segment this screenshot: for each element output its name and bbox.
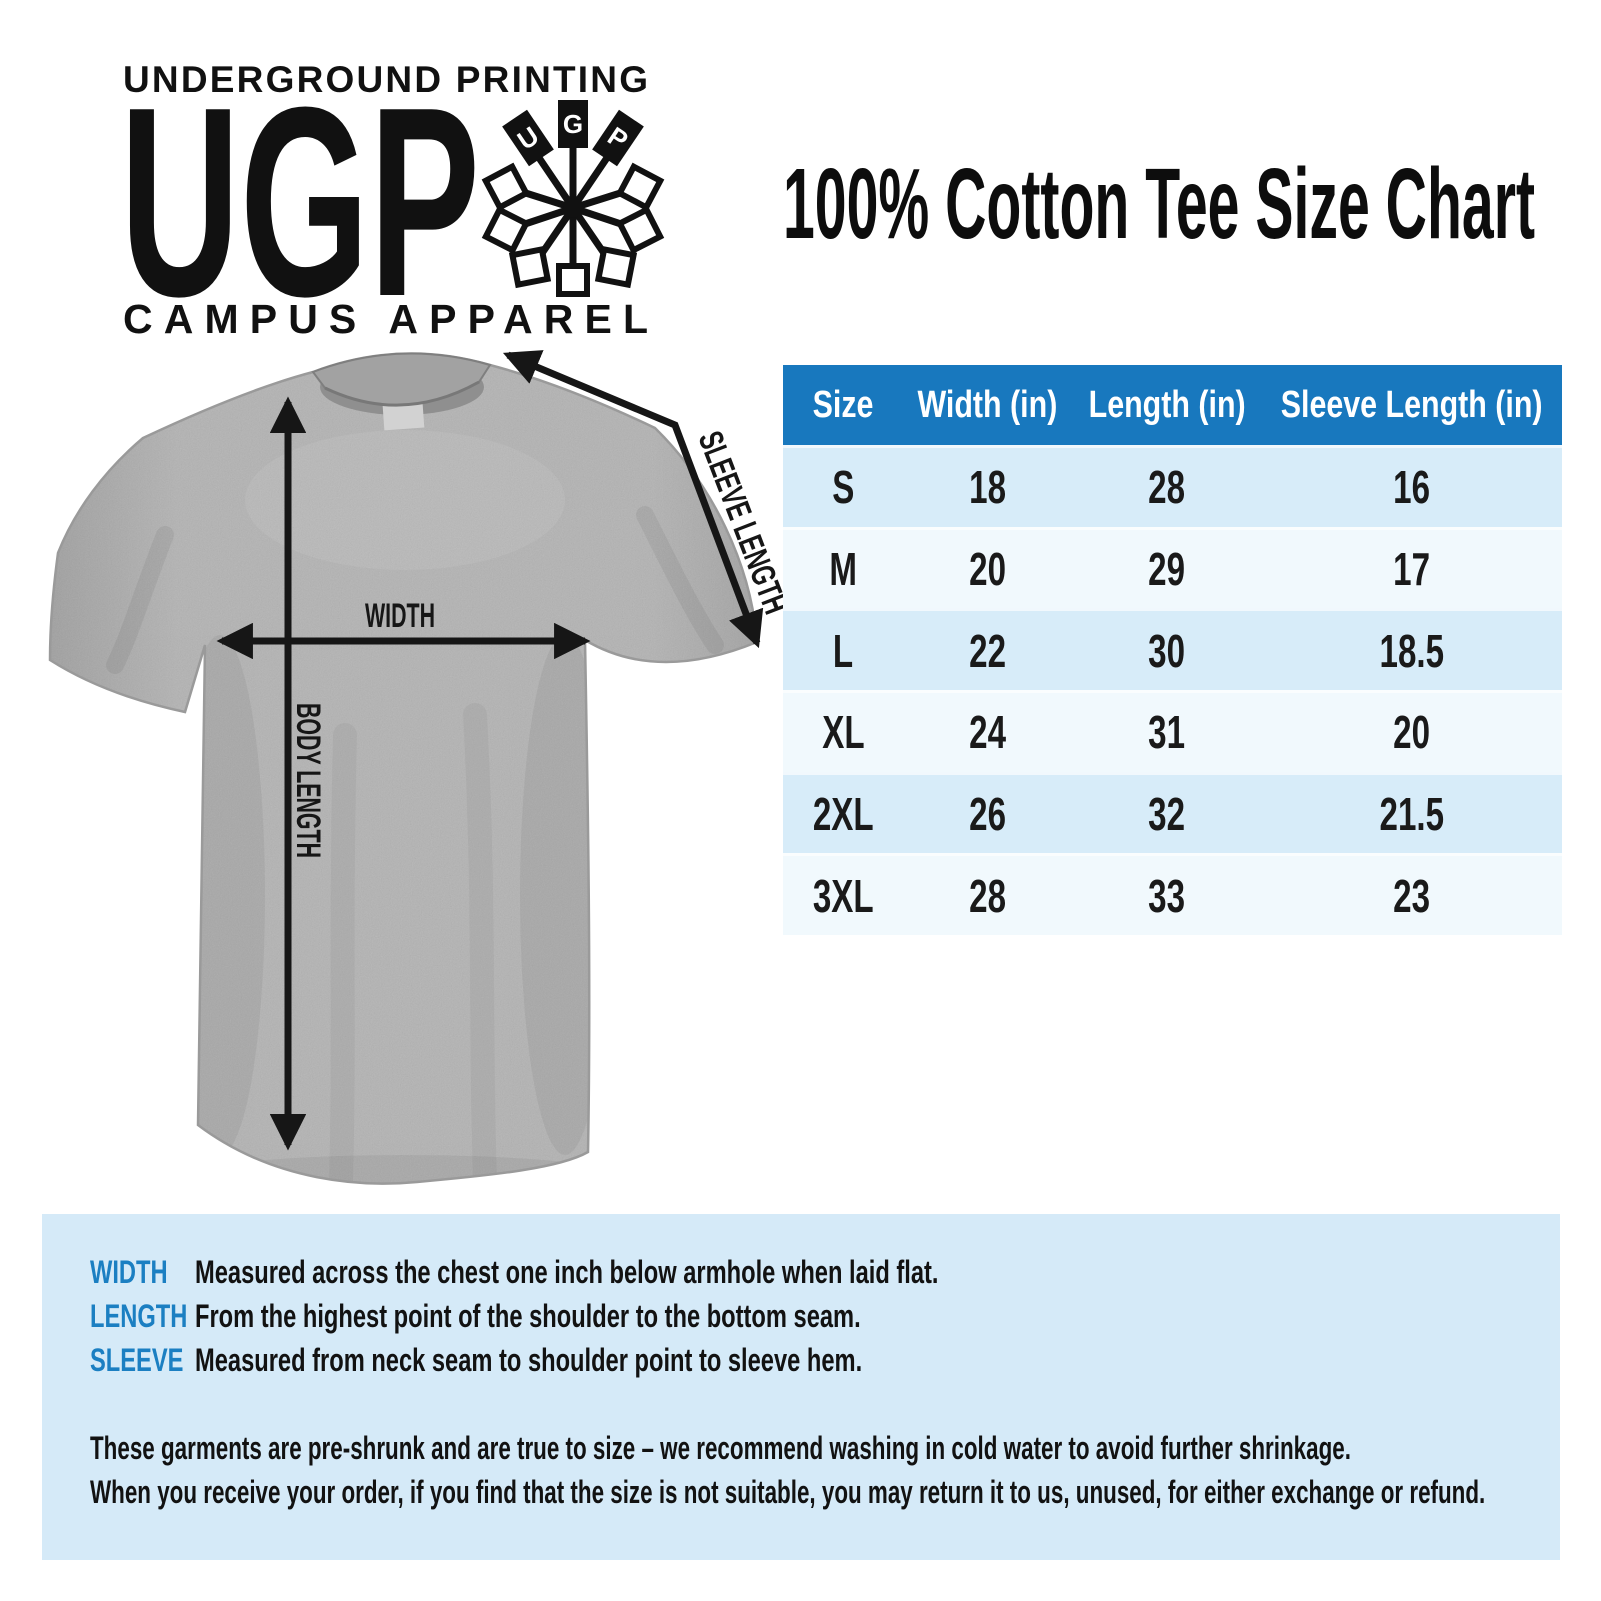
width-value: 26 xyxy=(969,787,1006,840)
length-value: 29 xyxy=(1148,542,1186,595)
width-value: 24 xyxy=(969,706,1006,759)
definition-term: SLEEVE xyxy=(90,1341,184,1378)
tshirt-image xyxy=(48,352,759,1185)
definition-length: LENGTH From the highest point of the sho… xyxy=(90,1294,1560,1338)
length-value: 32 xyxy=(1148,787,1186,840)
logo-top-line: UNDERGROUND PRINTING xyxy=(123,59,648,100)
definition-sleeve: SLEEVE Measured from neck seam to should… xyxy=(90,1338,1560,1382)
size-value: XL xyxy=(822,706,865,759)
table-row-m: M 20 29 17 xyxy=(783,526,1562,609)
table-row-xl: XL 24 31 20 xyxy=(783,689,1562,772)
sleeve-value: 17 xyxy=(1393,542,1431,595)
length-value: 31 xyxy=(1148,706,1186,759)
col-header-width: Width (in) xyxy=(917,383,1058,426)
care-and-returns-note: These garments are pre-shrunk and are tr… xyxy=(90,1426,1560,1514)
size-value: 2XL xyxy=(812,787,874,840)
sleeve-value: 20 xyxy=(1393,706,1431,759)
col-header-size: Size xyxy=(812,383,874,426)
width-value: 28 xyxy=(969,869,1006,922)
definition-text: Measured across the chest one inch below… xyxy=(195,1253,939,1290)
width-value: 22 xyxy=(969,624,1006,677)
sleeve-value: 16 xyxy=(1393,461,1431,514)
definition-text: Measured from neck seam to shoulder poin… xyxy=(195,1341,863,1378)
col-header-length: Length (in) xyxy=(1088,383,1246,426)
definition-term: WIDTH xyxy=(90,1253,168,1290)
definition-text: From the highest point of the shoulder t… xyxy=(195,1297,861,1334)
note-line: These garments are pre-shrunk and are tr… xyxy=(90,1429,1351,1466)
title-block: 100% Cotton Tee Size Chart xyxy=(783,148,1535,260)
table-row-2xl: 2XL 26 32 21.5 xyxy=(783,771,1562,854)
size-table-header: Size Width (in) Length (in) Sleeve Lengt… xyxy=(783,365,1562,445)
width-value: 18 xyxy=(969,461,1006,514)
sleeve-value: 21.5 xyxy=(1379,787,1445,840)
ugp-logo: UNDERGROUND PRINTING UGP CAMPUS APPAREL xyxy=(120,52,665,348)
definition-term: LENGTH xyxy=(90,1297,188,1334)
sleeve-length-arrow xyxy=(502,350,764,649)
sleeve-value: 23 xyxy=(1393,869,1431,922)
table-row-s: S 18 28 16 xyxy=(783,445,1562,527)
size-table: Size Width (in) Length (in) Sleeve Lengt… xyxy=(783,365,1562,935)
length-value: 28 xyxy=(1148,461,1186,514)
pinwheel-icon: U G P xyxy=(481,100,665,297)
width-arrow-label: WIDTH xyxy=(365,597,435,635)
length-value: 30 xyxy=(1148,624,1186,677)
size-value: S xyxy=(832,461,855,514)
note-line: When you receive your order, if you find… xyxy=(90,1473,1486,1510)
measurement-arrows xyxy=(216,350,764,1151)
page-title: 100% Cotton Tee Size Chart xyxy=(783,148,1535,260)
definition-width: WIDTH Measured across the chest one inch… xyxy=(90,1250,1560,1294)
size-value: 3XL xyxy=(812,869,874,922)
pinwheel-letter-g: G xyxy=(563,109,583,139)
tshirt-collar xyxy=(311,352,492,431)
col-header-sleeve-length: Sleeve Length (in) xyxy=(1281,383,1543,426)
width-value: 20 xyxy=(969,542,1006,595)
logo-acronym: UGP xyxy=(120,52,480,348)
notes-box: WIDTH Measured across the chest one inch… xyxy=(42,1214,1560,1560)
sleeve-value: 18.5 xyxy=(1379,624,1445,677)
size-value: M xyxy=(829,542,858,595)
table-row-l: L 22 30 18.5 xyxy=(783,608,1562,690)
body-length-arrow-label: BODY LENGTH xyxy=(289,703,327,858)
shirt-diagram: WIDTH BODY LENGTH SLEEVE LENGTH xyxy=(48,350,785,1185)
size-value: L xyxy=(833,624,854,677)
table-row-3xl: 3XL 28 33 23 xyxy=(783,853,1562,935)
length-value: 33 xyxy=(1148,869,1186,922)
